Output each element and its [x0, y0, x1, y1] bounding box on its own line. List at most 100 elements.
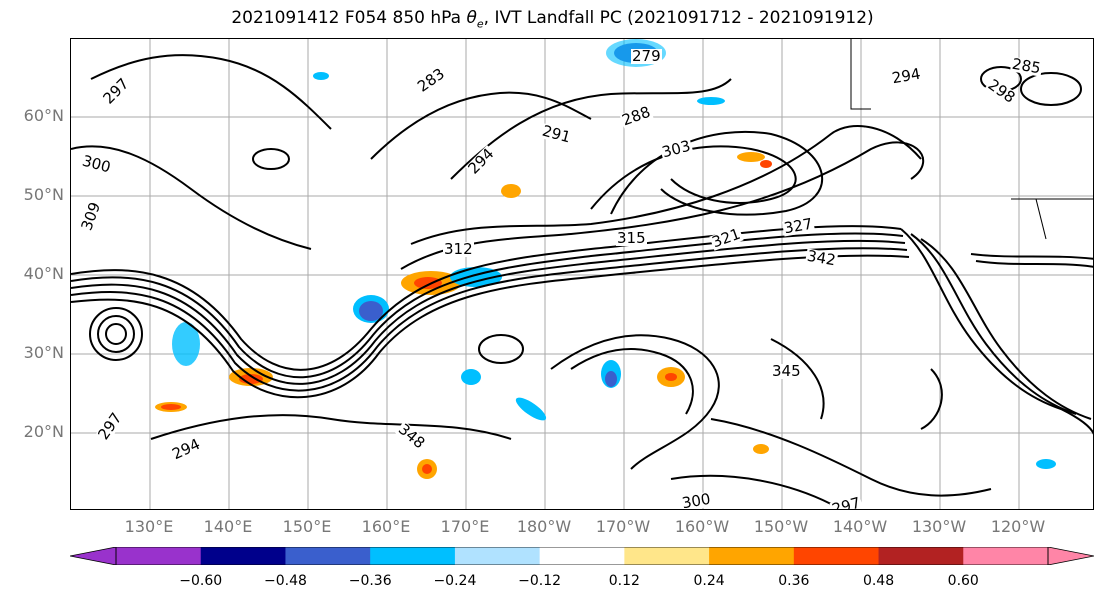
contour-line [670, 474, 832, 505]
colorbar-cell [370, 547, 456, 565]
coastlines [850, 39, 1093, 240]
lon-label-170e: 170°E [440, 517, 490, 536]
colorbar-frame [115, 547, 1049, 565]
colorbar-cell [624, 547, 710, 565]
shade-patch [605, 371, 617, 387]
shade-patch [1036, 459, 1056, 469]
contour-line [550, 334, 720, 470]
contour-line [570, 348, 694, 415]
colorbar-cell [116, 547, 202, 565]
colorbar-tick-label: 0.36 [778, 573, 810, 589]
map-panel: 279 283 288 291 294 297 300 303 309 312 315 321 327 3… [70, 38, 1094, 510]
lon-label-160e: 160°E [361, 517, 411, 536]
colorbar-tick-label: −0.48 [264, 573, 307, 589]
colorbar-extend-high [1047, 547, 1094, 565]
ivt-shading [155, 39, 1056, 479]
contour-ring [97, 315, 135, 353]
shade-patch [697, 97, 725, 105]
contour-line [910, 233, 1077, 415]
shade-patch [753, 444, 769, 454]
shade-patch [422, 464, 432, 474]
contour-line [71, 247, 908, 392]
contour-line [400, 141, 925, 270]
lat-label-50n: 50°N [23, 185, 64, 204]
contour-ring [252, 148, 290, 170]
colorbar-cells [116, 547, 1049, 565]
colorbar-tick-label: −0.36 [348, 573, 392, 589]
contour-label: 315 [616, 229, 647, 247]
contour-label: 279 [631, 47, 662, 65]
lat-label-20n: 20°N [23, 422, 64, 441]
map-svg [71, 39, 1093, 509]
lon-label-160w: 160°W [674, 517, 730, 536]
contour-label: 345 [771, 362, 802, 380]
colorbar-tick-label: −0.24 [433, 573, 477, 589]
contour-ring [478, 334, 524, 364]
contour-line [71, 239, 906, 385]
coastline [850, 39, 871, 110]
shade-patch [501, 184, 521, 198]
contour-line [150, 414, 512, 440]
lat-label-40n: 40°N [23, 264, 64, 283]
lat-label-30n: 30°N [23, 343, 64, 362]
shade-patch [737, 152, 765, 162]
contour-label: 312 [443, 240, 474, 258]
contour-label: 300 [679, 489, 713, 510]
contour-line [900, 228, 1093, 435]
shade-patch [760, 160, 772, 168]
contour-line [610, 130, 824, 216]
colorbar-cell [454, 547, 541, 565]
contour-line [920, 238, 1092, 420]
contour-line [71, 254, 910, 399]
contour-line [710, 418, 992, 497]
colorbar-cell [285, 547, 371, 565]
shade-patch [359, 301, 383, 321]
lat-label-60n: 60°N [23, 106, 64, 125]
contour-line [410, 125, 922, 245]
title-suffix: , IVT Landfall PC (2021091712 - 20210919… [483, 8, 874, 28]
shade-patch [461, 369, 481, 385]
lon-label-130e: 130°E [124, 517, 174, 536]
contour-line [71, 145, 312, 250]
colorbar-tick-label: 0.12 [608, 573, 640, 589]
lon-label-120w: 120°W [990, 517, 1046, 536]
chart-title: 2021091412 F054 850 hPa θe, IVT Landfall… [0, 8, 1105, 30]
title-theta-symbol: θ [466, 8, 477, 28]
colorbar-tick-label: 0.48 [862, 573, 895, 589]
colorbar-cell [963, 547, 1049, 565]
contour-line [975, 260, 1093, 268]
shade-patch [414, 277, 442, 289]
shade-patch [515, 397, 547, 421]
title-subscript: e [476, 17, 484, 31]
shade-patch [161, 404, 181, 410]
graticule [71, 39, 1093, 509]
contour-ring [1020, 72, 1082, 106]
colorbar-extend-low [70, 547, 117, 565]
colorbar-cell [539, 547, 625, 565]
colorbar-tick-label: 0.60 [947, 573, 979, 589]
contour-line [970, 253, 1093, 260]
colorbar-cell [200, 547, 286, 565]
title-prefix: 2021091412 F054 850 hPa [231, 8, 467, 28]
coastline [1035, 198, 1047, 240]
contour-line [590, 145, 797, 210]
colorbar-cell [878, 547, 964, 565]
colorbar-cell [793, 547, 880, 565]
colorbar-tick-label: 0.24 [693, 573, 725, 589]
colorbar [70, 547, 1094, 565]
contour-line [920, 368, 943, 430]
lon-label-140e: 140°E [203, 517, 253, 536]
theta-e-contours [71, 54, 1093, 505]
shade-patch [665, 373, 677, 381]
lon-label-130w: 130°W [911, 517, 967, 536]
shade-patch [313, 72, 329, 80]
lon-label-140w: 140°W [832, 517, 888, 536]
contour-line [370, 91, 592, 160]
colorbar-tick-label: −0.12 [518, 573, 562, 589]
colorbar-cell [709, 547, 795, 565]
colorbar-tick-label: −0.60 [179, 573, 223, 589]
contour-ring [89, 307, 143, 361]
lon-label-150e: 150°E [282, 517, 332, 536]
shade-patch [172, 322, 200, 366]
lon-label-150w: 150°W [753, 517, 809, 536]
